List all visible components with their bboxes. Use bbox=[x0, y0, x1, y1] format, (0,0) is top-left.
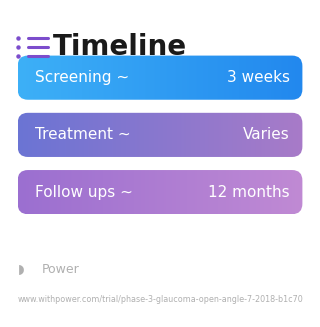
Text: www.withpower.com/trial/phase-3-glaucoma-open-angle-7-2018-b1c70: www.withpower.com/trial/phase-3-glaucoma… bbox=[18, 295, 303, 304]
Text: Screening ~: Screening ~ bbox=[35, 70, 129, 85]
Text: 12 months: 12 months bbox=[208, 185, 290, 199]
Text: Timeline: Timeline bbox=[53, 33, 187, 61]
Text: Varies: Varies bbox=[243, 128, 290, 142]
Text: Power: Power bbox=[42, 263, 79, 276]
Text: 3 weeks: 3 weeks bbox=[227, 70, 290, 85]
Text: ◗: ◗ bbox=[18, 263, 24, 276]
Text: Treatment ~: Treatment ~ bbox=[35, 128, 131, 142]
Text: Follow ups ~: Follow ups ~ bbox=[35, 185, 133, 199]
